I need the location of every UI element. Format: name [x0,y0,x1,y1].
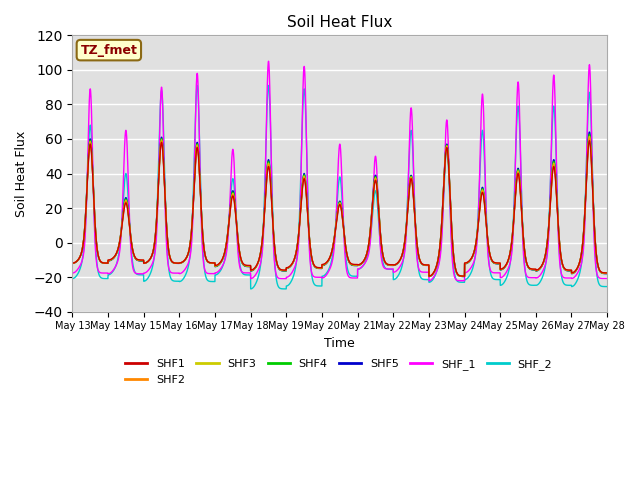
SHF_1 [425,278,433,284]
SHF4 [68,260,76,266]
SHF3 [430,269,438,275]
SHF5 [68,261,76,266]
SHF_2 [490,276,498,282]
SHF5 [460,274,467,279]
SHF4 [603,271,611,276]
SHF1 [68,260,76,266]
SHF3 [68,260,76,266]
SHF4 [604,271,611,276]
SHF3 [164,246,172,252]
SHF3 [320,262,328,268]
SHF3 [604,270,611,276]
SHF_1 [430,274,438,279]
Legend: SHF1, SHF2, SHF3, SHF4, SHF5, SHF_1, SHF_2: SHF1, SHF2, SHF3, SHF4, SHF5, SHF_1, SHF… [121,355,557,389]
Line: SHF5: SHF5 [72,132,607,276]
SHF_1 [68,270,76,276]
SHF_2 [247,286,255,292]
SHF_1 [460,278,467,284]
Line: SHF2: SHF2 [72,139,607,276]
SHF4 [490,260,498,266]
SHF4 [586,132,593,137]
SHF1 [490,259,498,265]
SHF4 [164,246,172,252]
SHF4 [320,262,328,268]
SHF_1 [265,59,273,64]
SHF5 [586,129,593,135]
SHF1 [603,270,611,276]
SHF_2 [604,284,611,289]
SHF_2 [68,276,76,281]
SHF_2 [460,279,467,285]
SHF2 [425,273,433,279]
SHF_1 [490,270,498,276]
SHF4 [430,269,438,275]
SHF2 [430,269,438,275]
SHF3 [425,274,433,279]
SHF2 [164,246,172,252]
SHF1 [604,270,611,276]
SHF5 [430,270,438,276]
Y-axis label: Soil Heat Flux: Soil Heat Flux [15,131,28,216]
SHF1 [586,138,593,144]
SHF2 [604,270,611,276]
Title: Soil Heat Flux: Soil Heat Flux [287,15,392,30]
SHF_2 [603,284,611,289]
SHF2 [460,273,467,279]
SHF3 [603,270,611,276]
Line: SHF3: SHF3 [72,136,607,276]
SHF5 [490,260,498,266]
SHF_1 [604,276,611,281]
SHF2 [603,270,611,276]
SHF_2 [430,275,438,280]
Line: SHF1: SHF1 [72,141,607,276]
X-axis label: Time: Time [324,337,355,350]
SHF1 [320,261,328,267]
SHF5 [425,274,433,279]
SHF3 [490,260,498,265]
SHF5 [164,246,172,252]
SHF5 [604,271,611,276]
Line: SHF_2: SHF_2 [72,85,607,289]
Line: SHF4: SHF4 [72,134,607,276]
SHF4 [425,274,433,279]
SHF_2 [193,83,201,88]
SHF5 [603,271,611,276]
SHF1 [164,246,172,252]
SHF2 [586,136,593,142]
SHF3 [460,274,467,279]
SHF2 [320,262,328,267]
SHF_2 [164,264,172,269]
SHF_2 [320,273,328,278]
SHF_1 [320,275,328,280]
SHF1 [425,273,433,279]
SHF1 [430,269,438,275]
Text: TZ_fmet: TZ_fmet [81,44,138,57]
SHF5 [320,263,328,268]
Line: SHF_1: SHF_1 [72,61,607,281]
SHF2 [490,260,498,265]
SHF2 [68,260,76,266]
SHF1 [460,273,467,279]
SHF3 [586,133,593,139]
SHF_1 [603,276,611,281]
SHF_1 [164,264,172,270]
SHF4 [460,274,467,279]
